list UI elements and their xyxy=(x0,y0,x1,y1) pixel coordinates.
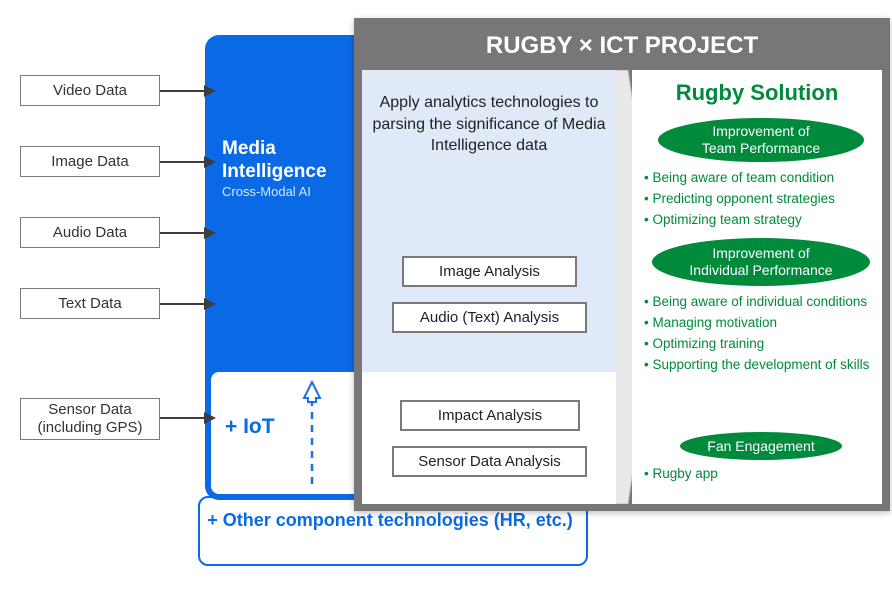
other-tech-text: + Other component technologies (HR, etc.… xyxy=(207,510,573,530)
pill-label: Fan Engagement xyxy=(707,438,814,455)
input-box-image: Image Data xyxy=(20,146,160,177)
solution-bullets-team: Being aware of team condition Predicting… xyxy=(644,168,876,231)
analytics-white-panel xyxy=(362,372,616,504)
other-tech-label: + Other component technologies (HR, etc.… xyxy=(200,510,580,532)
analysis-box-label: Audio (Text) Analysis xyxy=(420,309,559,326)
bullet: Managing motivation xyxy=(644,313,876,334)
input-box-video: Video Data xyxy=(20,75,160,106)
iot-label: + IoT xyxy=(225,415,275,439)
analysis-box-impact: Impact Analysis xyxy=(400,400,580,431)
pill-label: Improvement of Team Performance xyxy=(702,123,820,157)
project-title: RUGBY × ICT PROJECT xyxy=(354,32,890,60)
bullet: Being aware of individual conditions xyxy=(644,292,876,313)
analysis-box-sensor: Sensor Data Analysis xyxy=(392,446,587,477)
solution-bullets-fan: Rugby app xyxy=(644,464,876,485)
input-box-audio: Audio Data xyxy=(20,217,160,248)
iot-up-arrow-icon xyxy=(302,376,330,493)
bullet: Rugby app xyxy=(644,464,876,485)
solution-pill-team: Improvement of Team Performance xyxy=(658,118,864,162)
mi-title-text: Media Intelligence xyxy=(222,138,327,182)
iot-text: + IoT xyxy=(225,415,275,438)
analysis-box-label: Impact Analysis xyxy=(438,407,542,424)
input-label: Text Data xyxy=(58,295,121,312)
analysis-box-label: Sensor Data Analysis xyxy=(418,453,561,470)
analytics-description: Apply analytics technologies to parsing … xyxy=(372,92,606,157)
mi-sub-text: Cross-Modal AI xyxy=(222,184,311,199)
solution-pill-individual: Improvement of Individual Performance xyxy=(652,238,870,286)
input-box-sensor: Sensor Data (including GPS) xyxy=(20,398,160,440)
analysis-box-image: Image Analysis xyxy=(402,256,577,287)
input-label: Sensor Data (including GPS) xyxy=(37,401,142,436)
bullet: Being aware of team condition xyxy=(644,168,876,189)
input-label: Video Data xyxy=(53,82,127,99)
media-intelligence-subtitle: Cross-Modal AI xyxy=(222,184,311,199)
pill-label: Improvement of Individual Performance xyxy=(689,245,832,279)
bullet: Optimizing training xyxy=(644,334,876,355)
bullet: Optimizing team strategy xyxy=(644,210,876,231)
bullet: Supporting the development of skills xyxy=(644,355,876,376)
solution-bullets-individual: Being aware of individual conditions Man… xyxy=(644,292,876,376)
input-label: Image Data xyxy=(51,153,129,170)
input-box-text: Text Data xyxy=(20,288,160,319)
solution-title: Rugby Solution xyxy=(632,80,882,106)
solution-title-text: Rugby Solution xyxy=(676,80,839,105)
bullet: Predicting opponent strategies xyxy=(644,189,876,210)
analysis-box-audio: Audio (Text) Analysis xyxy=(392,302,587,333)
analysis-box-label: Image Analysis xyxy=(439,263,540,280)
project-title-text: RUGBY × ICT PROJECT xyxy=(486,32,758,59)
solution-pill-fan: Fan Engagement xyxy=(680,432,842,460)
input-label: Audio Data xyxy=(53,224,127,241)
analytics-desc-text: Apply analytics technologies to parsing … xyxy=(372,94,605,154)
media-intelligence-title: Media Intelligence xyxy=(222,138,342,184)
